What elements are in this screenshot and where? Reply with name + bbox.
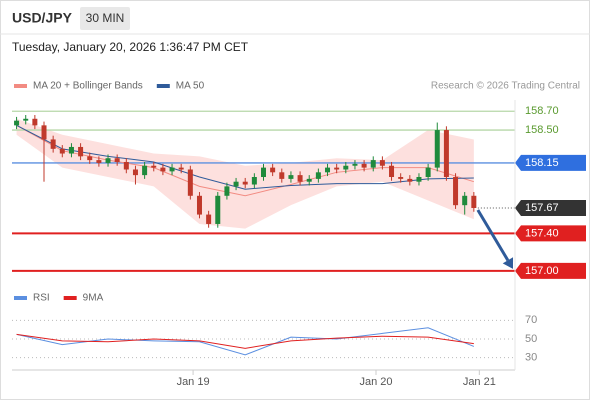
candle-body [270, 167, 276, 173]
candle-body [352, 163, 358, 166]
level-label: 157.67 [525, 202, 559, 214]
arrow-shaft [476, 209, 510, 262]
legend-swatch [63, 296, 77, 300]
arrow-head [502, 257, 514, 269]
candle-body [453, 177, 459, 206]
legend-label: MA 20 + Bollinger Bands [33, 81, 143, 92]
level-label: 158.50 [525, 124, 559, 136]
candle-body [215, 195, 221, 224]
candle-body [50, 139, 56, 149]
candle-body [151, 165, 157, 168]
level-box [515, 262, 586, 279]
candle-body [325, 167, 331, 173]
candle-body [379, 160, 385, 166]
candle-body [398, 177, 404, 179]
legend-swatch [156, 84, 170, 88]
rsi-line [16, 333, 474, 349]
candle-body [297, 175, 303, 182]
ma-line [16, 124, 474, 190]
symbol: USD/JPY [12, 10, 73, 26]
candle-body [361, 163, 367, 168]
interval-box [80, 7, 130, 30]
candle-body [32, 118, 38, 126]
candle-body [87, 156, 93, 161]
x-tick-label: Jan 19 [177, 376, 210, 388]
candle-body [434, 130, 440, 168]
candle-body [425, 167, 431, 178]
source: Research © 2026 Trading Central [431, 81, 580, 92]
y-tick-label: 30 [525, 352, 537, 364]
legend-label: MA 50 [176, 81, 205, 92]
candle-body [334, 167, 340, 170]
candle-body [41, 125, 47, 140]
candle-body [206, 214, 212, 224]
candle-body [178, 167, 184, 170]
level-label: 158.70 [525, 105, 559, 117]
interval: 30 MIN [86, 11, 125, 25]
legend-swatch [14, 84, 27, 88]
candle-body [242, 181, 248, 185]
level-label: 158.15 [525, 157, 559, 169]
legend-swatch [14, 296, 27, 300]
candle-body [306, 178, 312, 182]
candle-body [462, 195, 468, 206]
candle-body [389, 165, 395, 178]
candle-body [114, 158, 120, 162]
candle-body [132, 169, 138, 176]
candle-body [169, 167, 175, 172]
candle-body [416, 177, 422, 182]
candle-body [78, 146, 84, 157]
candle-body [443, 130, 449, 178]
candle-body [233, 181, 239, 187]
candle-body [105, 158, 111, 163]
candle-body [370, 160, 376, 168]
level-box [515, 199, 586, 216]
y-tick-label: 70 [525, 314, 537, 326]
level-box [515, 225, 586, 242]
candle-body [288, 175, 294, 179]
y-tick-label: 50 [525, 333, 537, 345]
candle-body [251, 177, 257, 185]
candle-body [315, 172, 321, 179]
level-label: 157.00 [525, 265, 559, 277]
candle-body [196, 195, 202, 215]
candle-body [68, 146, 74, 154]
candle-body [23, 118, 29, 121]
candle-body [343, 165, 349, 170]
candle-body [261, 167, 266, 178]
candle-body [471, 195, 477, 208]
legend-label: 9MA [83, 293, 104, 304]
bollinger-band [16, 118, 474, 229]
candle-body [123, 161, 129, 170]
level-label: 157.40 [525, 227, 559, 239]
ma-line [16, 124, 474, 197]
candle-body [187, 169, 193, 196]
candle-body [279, 172, 285, 179]
x-tick-label: Jan 21 [463, 376, 496, 388]
candle-body [142, 165, 148, 176]
candle-body [160, 167, 166, 172]
candle-body [407, 178, 413, 182]
candle-body [14, 120, 20, 126]
legend-label: RSI [33, 293, 50, 304]
candle-body [224, 186, 230, 196]
candle-body [96, 160, 102, 163]
x-tick-label: Jan 20 [359, 376, 392, 388]
candle-body [59, 148, 65, 154]
level-box [515, 154, 586, 171]
rsi-line [16, 327, 475, 356]
timestamp: Tuesday, January 20, 2026 1:36:47 PM CET [12, 40, 249, 54]
